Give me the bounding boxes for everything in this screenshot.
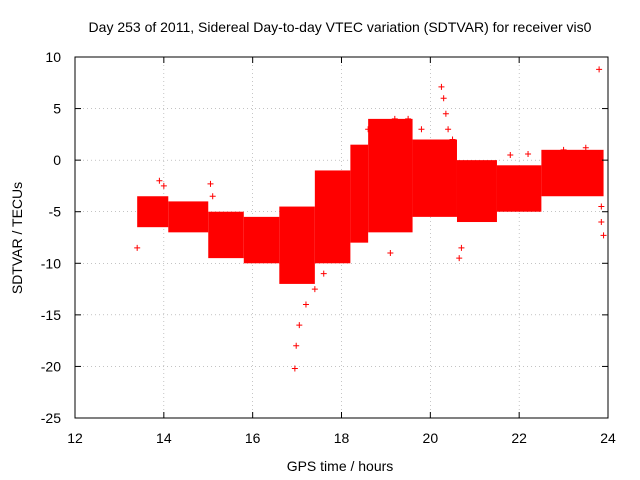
x-tick-labels: 12 14 16 18 20 22 24 (67, 430, 616, 446)
data-point (436, 141, 443, 148)
y-tick-label: -10 (41, 255, 61, 271)
data-band (208, 211, 244, 259)
data-point (598, 203, 605, 210)
x-tick-label: 24 (600, 430, 616, 446)
data-point (596, 66, 603, 73)
data-point (351, 151, 358, 158)
data-point (458, 244, 465, 251)
data-point (438, 83, 445, 90)
data-point (302, 301, 309, 308)
y-tick-label: 10 (45, 49, 61, 65)
data-band (279, 206, 315, 284)
data-point (207, 180, 214, 187)
data-band (168, 201, 209, 233)
data-point (449, 136, 456, 143)
y-tick-label: -25 (41, 410, 61, 426)
data-band (412, 139, 457, 217)
data-point (160, 182, 167, 189)
x-tick-label: 16 (245, 430, 261, 446)
data-band (350, 144, 369, 243)
x-tick-label: 22 (511, 430, 527, 446)
chart-title: Day 253 of 2011, Sidereal Day-to-day VTE… (89, 19, 592, 35)
data-band (541, 149, 604, 197)
data-band (314, 170, 351, 264)
data-point (334, 208, 341, 215)
data-point (507, 151, 514, 158)
data-point (387, 249, 394, 256)
y-tick-label: -20 (41, 358, 61, 374)
x-tick-label: 14 (156, 430, 172, 446)
data-point (525, 150, 532, 157)
data-point (442, 110, 449, 117)
y-tick-label: -15 (41, 307, 61, 323)
axis-ticks (74, 56, 609, 419)
y-tick-label: 5 (53, 101, 61, 117)
data-band (243, 216, 280, 264)
x-tick-label: 20 (423, 430, 439, 446)
data-point (391, 115, 398, 122)
data-point (320, 270, 327, 277)
data-point (296, 322, 303, 329)
data-point (311, 286, 318, 293)
data-point (156, 177, 163, 184)
y-axis-label: SDTVAR / TECUs (9, 182, 25, 294)
data-point (600, 232, 607, 239)
data-point (582, 144, 589, 151)
x-tick-label: 18 (334, 430, 350, 446)
data-point (209, 193, 216, 200)
data-point (418, 126, 425, 133)
data-point (440, 95, 447, 102)
x-axis-label: GPS time / hours (287, 458, 394, 474)
data-point (365, 126, 372, 133)
data-point (598, 219, 605, 226)
data-point (445, 126, 452, 133)
data-point (560, 146, 567, 153)
data-point (291, 365, 298, 372)
data-band (368, 118, 413, 233)
data-band (456, 160, 497, 223)
y-tick-label: 0 (53, 152, 61, 168)
x-tick-label: 12 (67, 430, 83, 446)
data-point (405, 115, 412, 122)
data-marks (134, 66, 607, 372)
data-band (496, 165, 542, 212)
y-tick-label: -5 (49, 204, 62, 220)
data-point (456, 255, 463, 262)
y-tick-labels: 10 5 0 -5 -10 -15 -20 -25 (41, 49, 61, 426)
data-point (134, 244, 141, 251)
data-point (293, 342, 300, 349)
data-band (137, 196, 169, 228)
